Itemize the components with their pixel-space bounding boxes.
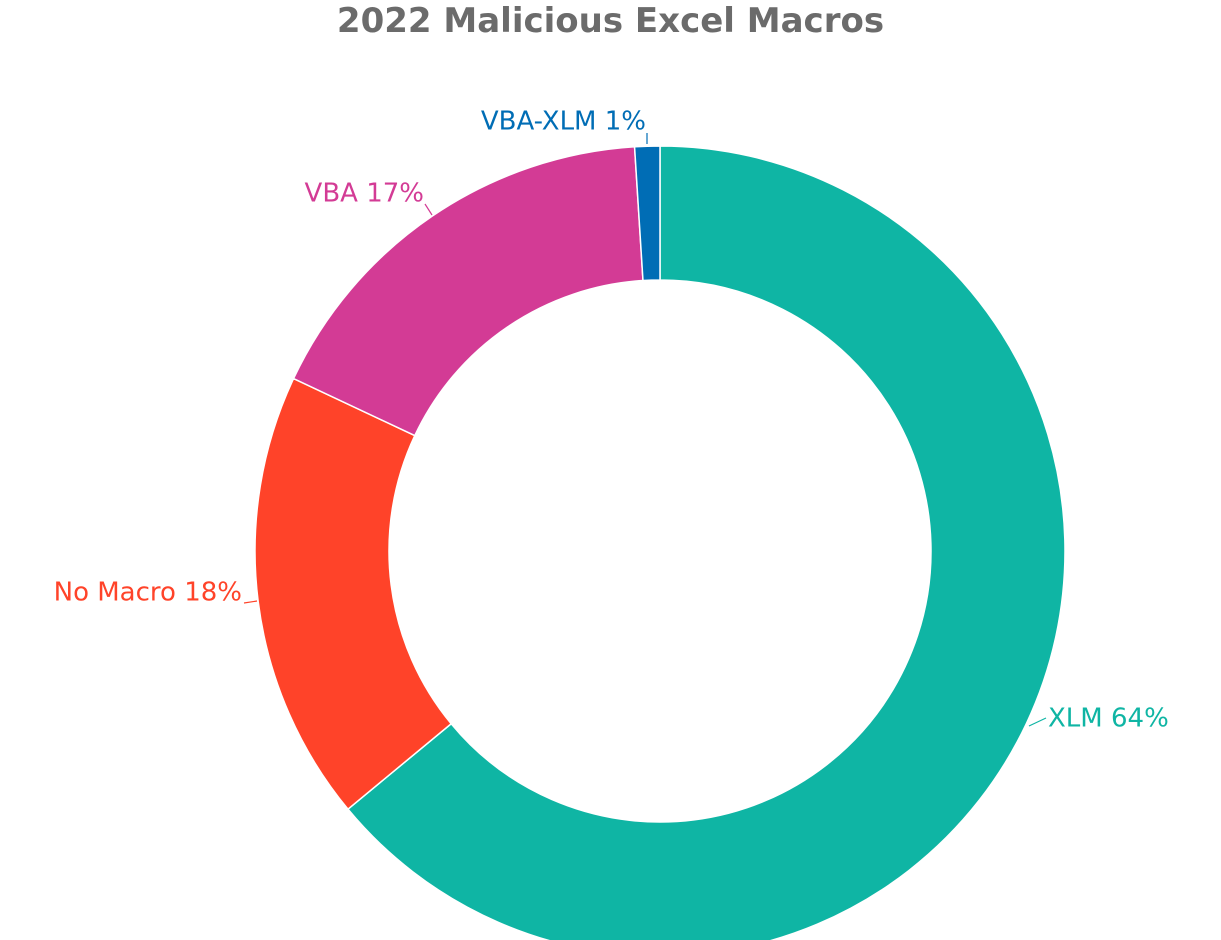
slice-label-vba: VBA 17% [305,179,424,209]
slice-vba-xlm [633,145,661,282]
slices-layer [254,145,1066,940]
slice-label-xlm: XLM 64% [1048,704,1169,734]
slice-xlm [346,145,1066,940]
chart-title: 2022 Malicious Excel Macros [336,1,885,41]
slice-no-macro [254,377,453,811]
leader-lines-layer [243,133,1047,727]
slice-label-no-macro: No Macro 18% [54,578,242,608]
labels-layer: XLM 64% No Macro 18% VBA 17% VBA-XLM 1% [54,107,1169,734]
leader-line-vba [424,203,433,216]
slice-label-vba-xlm: VBA-XLM 1% [481,107,646,137]
leader-line-no-macro [243,600,258,604]
leader-line-xlm [1028,717,1047,727]
